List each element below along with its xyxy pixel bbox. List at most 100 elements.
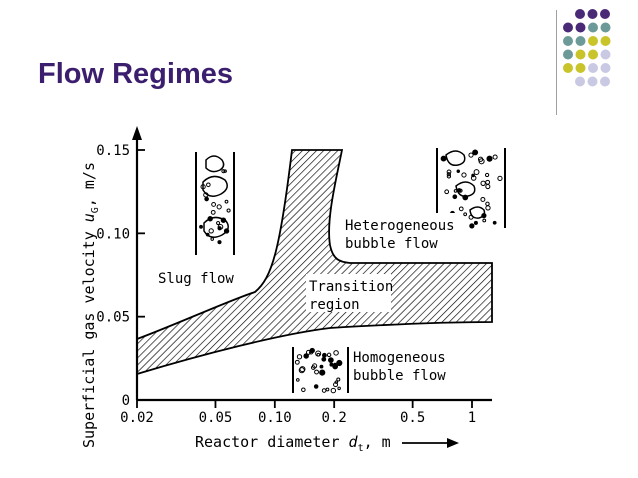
decorative-dot: [563, 22, 573, 33]
bubble-dot: [478, 158, 485, 165]
bubble-dot: [211, 202, 216, 207]
bubble-dot: [326, 352, 332, 358]
bubble-dot: [299, 366, 306, 373]
bubble-dot: [223, 228, 230, 234]
bubble-dot: [208, 228, 214, 234]
bubble-dot: [458, 206, 464, 212]
bubble-dot: [216, 220, 221, 226]
bubble-dot: [199, 224, 203, 229]
bubble-dot: [332, 362, 338, 368]
bubble-dot: [472, 149, 479, 156]
bubble-dot: [224, 199, 229, 204]
bubble-dot: [485, 201, 490, 207]
bubble-dot: [453, 189, 458, 193]
bubble-dot: [210, 237, 215, 241]
bubble-dot: [444, 189, 450, 195]
decorative-dot: [575, 63, 586, 73]
bubble-dot: [333, 350, 339, 356]
bubble-dot: [492, 220, 497, 225]
bubble-dot: [469, 223, 475, 229]
decorative-dot: [575, 9, 585, 19]
decorative-dot: [587, 9, 598, 19]
bubble-dot: [295, 378, 300, 382]
bubble-dot: [204, 196, 209, 202]
decorative-dot: [575, 36, 586, 46]
bubble-dot: [485, 205, 491, 211]
bubble-dot: [308, 350, 314, 355]
x-tick-label: 0.10: [258, 410, 292, 426]
bubble-dot: [223, 169, 227, 173]
bubble-dot: [337, 386, 341, 391]
transition-label-line2: region: [309, 297, 360, 313]
bubble-dot: [440, 155, 447, 162]
bubble-dot: [446, 172, 451, 177]
y-tick-label: 0: [122, 393, 130, 409]
bubble-dot: [485, 179, 491, 185]
decorative-dot: [588, 22, 598, 33]
bubble-dot: [327, 357, 334, 363]
decorative-divider-line: [556, 10, 557, 115]
bubble-dot: [468, 214, 474, 220]
bubble-dot: [452, 194, 458, 200]
bubble-dot: [468, 152, 474, 158]
y-axis-title: Superficial gas velocity uG, m/s: [80, 162, 101, 448]
bubble-dot: [446, 169, 452, 175]
y-tick-label: 0.05: [96, 310, 130, 326]
bubble-dot: [220, 217, 227, 223]
bubble-dot: [473, 220, 478, 225]
decorative-dot: [600, 63, 611, 73]
decorative-dot: [563, 63, 573, 73]
bubble-dot: [492, 154, 498, 160]
bubble-dot: [321, 388, 327, 393]
bubble-dot: [319, 369, 326, 376]
bubble-dot: [226, 208, 231, 213]
decorative-dot: [588, 36, 598, 46]
bubble-dot: [457, 188, 462, 193]
decorative-dot: [600, 9, 610, 19]
decorative-dot: [575, 49, 586, 60]
bubble-dot: [316, 352, 321, 357]
decorative-dot: [575, 76, 585, 87]
y-tick-label: 0.10: [96, 226, 130, 242]
bubble-dot: [321, 356, 327, 362]
transition-label-line1: Transition: [309, 279, 393, 295]
decorative-dot: [600, 36, 611, 46]
bubble-dot: [463, 212, 468, 217]
bubble-dot: [311, 363, 318, 369]
bubble-dot: [314, 369, 319, 375]
heterogeneous-label-line1: Heterogeneous: [345, 218, 455, 234]
bubble-dot: [305, 349, 311, 355]
bubble-dot: [456, 169, 461, 173]
x-tick-label: 1: [468, 410, 476, 426]
homogeneous-flow-column-icon: [292, 347, 349, 394]
bubble-dot: [322, 352, 327, 358]
bubble-dot: [497, 175, 503, 182]
decorative-dot: [600, 76, 610, 87]
y-axis-arrow: [132, 126, 142, 140]
bubble-dot: [461, 172, 467, 178]
bubble-dot: [296, 354, 303, 360]
bubble-dot: [207, 216, 213, 222]
y-tick-label: 0.15: [96, 143, 130, 159]
decorative-dot: [600, 49, 611, 60]
bubble-dot: [330, 387, 337, 394]
y-axis-ticks: 0 0.05 0.10 0.15: [96, 143, 145, 409]
decorative-dot: [600, 22, 611, 33]
bubble-dot: [471, 173, 475, 178]
decorative-dot: [588, 63, 598, 73]
bubble-dot: [336, 377, 341, 382]
decorative-dot: [587, 76, 598, 87]
decorative-dot: [588, 49, 598, 60]
bubble-dot: [303, 353, 309, 359]
slide-title: Flow Regimes: [38, 58, 233, 90]
x-axis-ticks: 0.02 0.05 0.10 0.2 0.5 1: [120, 400, 476, 426]
bubble-dot: [485, 183, 491, 190]
x-tick-label: 0.5: [400, 410, 425, 426]
bubble-dot: [480, 180, 486, 186]
bubble-dot: [294, 359, 300, 365]
bubble-dot: [301, 387, 306, 393]
homogeneous-label-line2: bubble flow: [353, 368, 446, 384]
bubble-dot: [486, 155, 493, 162]
